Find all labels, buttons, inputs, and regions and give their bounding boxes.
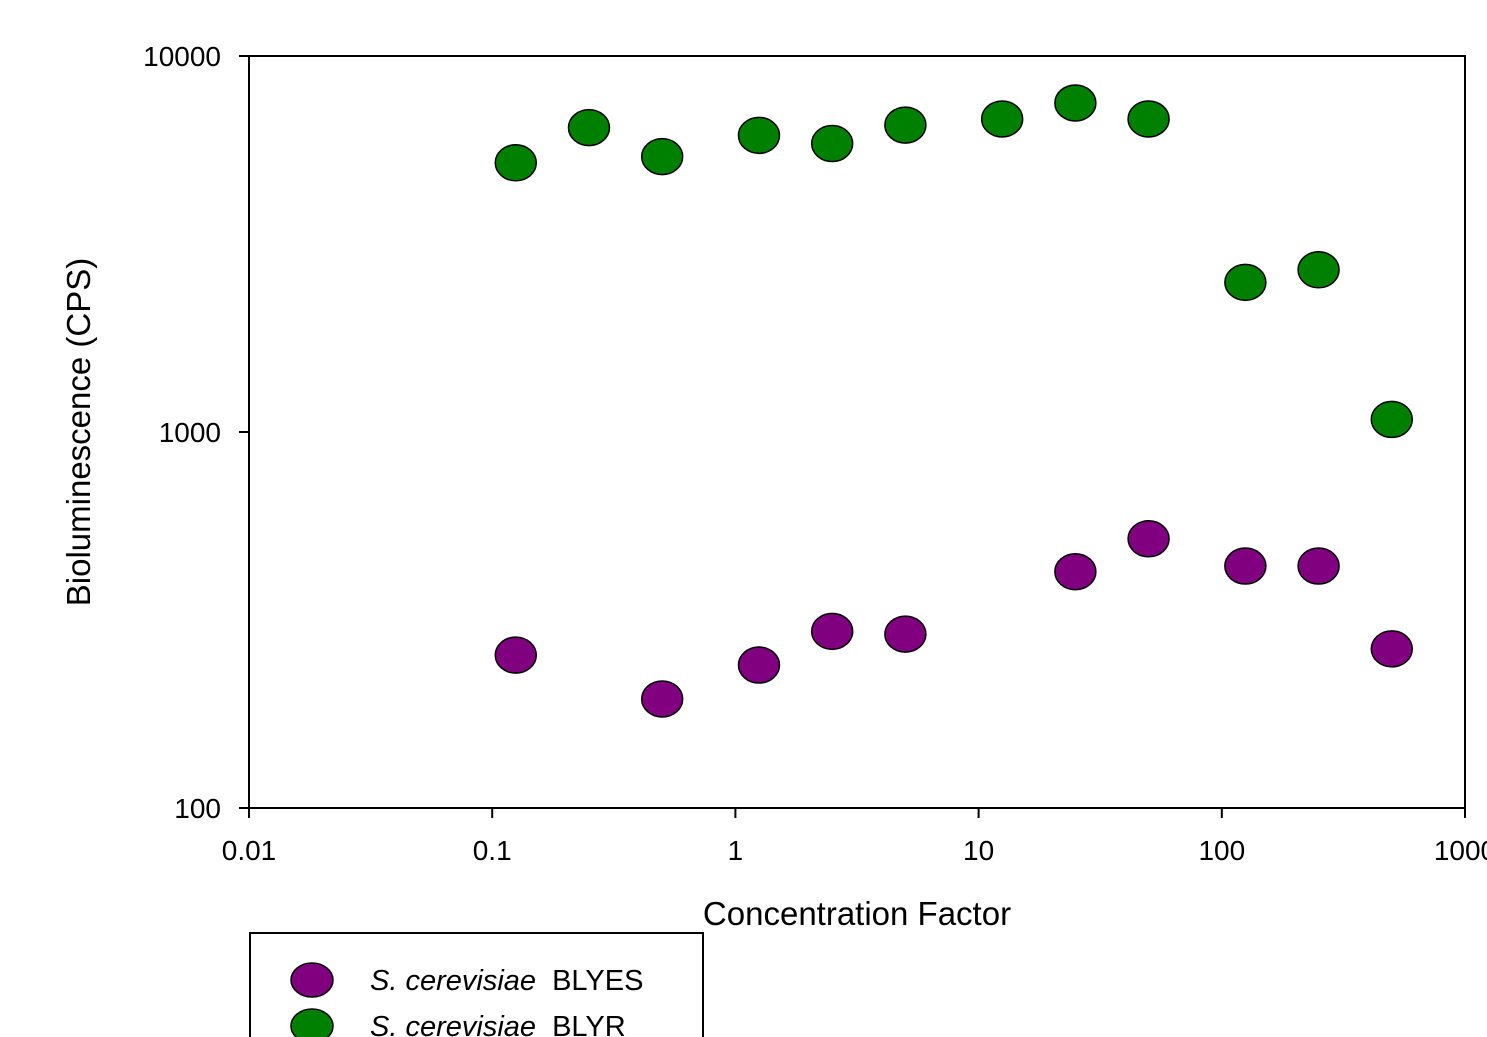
- x-axis: 0.01 0.1 1 10 100 1000: [222, 808, 1487, 866]
- data-point-blyr: [810, 124, 854, 163]
- legend-marker-blyes: [290, 962, 334, 998]
- data-point-blyr: [980, 100, 1024, 138]
- x-tick-label: 0.1: [473, 835, 512, 866]
- data-point-blyr: [567, 108, 611, 147]
- data-point-blyr: [1127, 100, 1170, 138]
- y-tick-label: 100: [174, 793, 221, 824]
- data-points: [494, 84, 1414, 718]
- legend-marker-blyr: [290, 1008, 334, 1037]
- x-tick-label: 0.01: [222, 835, 277, 866]
- data-point-blyr: [1054, 84, 1097, 122]
- y-tick-label: 1000: [159, 417, 221, 448]
- x-tick-label: 1: [728, 835, 744, 866]
- data-point-blyr: [1224, 263, 1267, 302]
- data-point-blyes: [884, 615, 927, 653]
- x-tick-label: 100: [1198, 835, 1245, 866]
- legend: S. cerevisiae BLYES S. cerevisiae BLYR: [249, 932, 704, 1037]
- data-point-blyes: [737, 646, 781, 684]
- data-point-blyr: [494, 144, 538, 182]
- data-point-blyr: [1297, 251, 1340, 289]
- legend-label-blyr: S. cerevisiae BLYR: [370, 1011, 626, 1037]
- data-point-blyr: [884, 106, 927, 144]
- x-axis-title: Concentration Factor: [703, 895, 1011, 932]
- data-point-blyes: [640, 680, 684, 718]
- data-point-blyes: [1127, 520, 1170, 558]
- data-point-blyr: [1370, 400, 1414, 439]
- data-point-blyes: [1224, 547, 1267, 585]
- y-axis: 100 1000 10000: [143, 41, 249, 824]
- data-point-blyes: [1370, 630, 1414, 668]
- data-point-blyr: [737, 116, 781, 155]
- data-point-blyes: [810, 612, 854, 651]
- plot-frame: [248, 55, 1466, 809]
- data-point-blyes: [1297, 547, 1340, 585]
- data-point-blyes: [494, 636, 538, 674]
- data-point-blyr: [640, 137, 684, 176]
- x-tick-label: 1000: [1434, 835, 1487, 866]
- legend-label-blyes: S. cerevisiae BLYES: [370, 965, 643, 997]
- y-tick-label: 10000: [143, 41, 221, 72]
- data-point-blyes: [1054, 552, 1097, 591]
- x-tick-label: 10: [963, 835, 994, 866]
- y-axis-title: Bioluminescence (CPS): [60, 258, 97, 606]
